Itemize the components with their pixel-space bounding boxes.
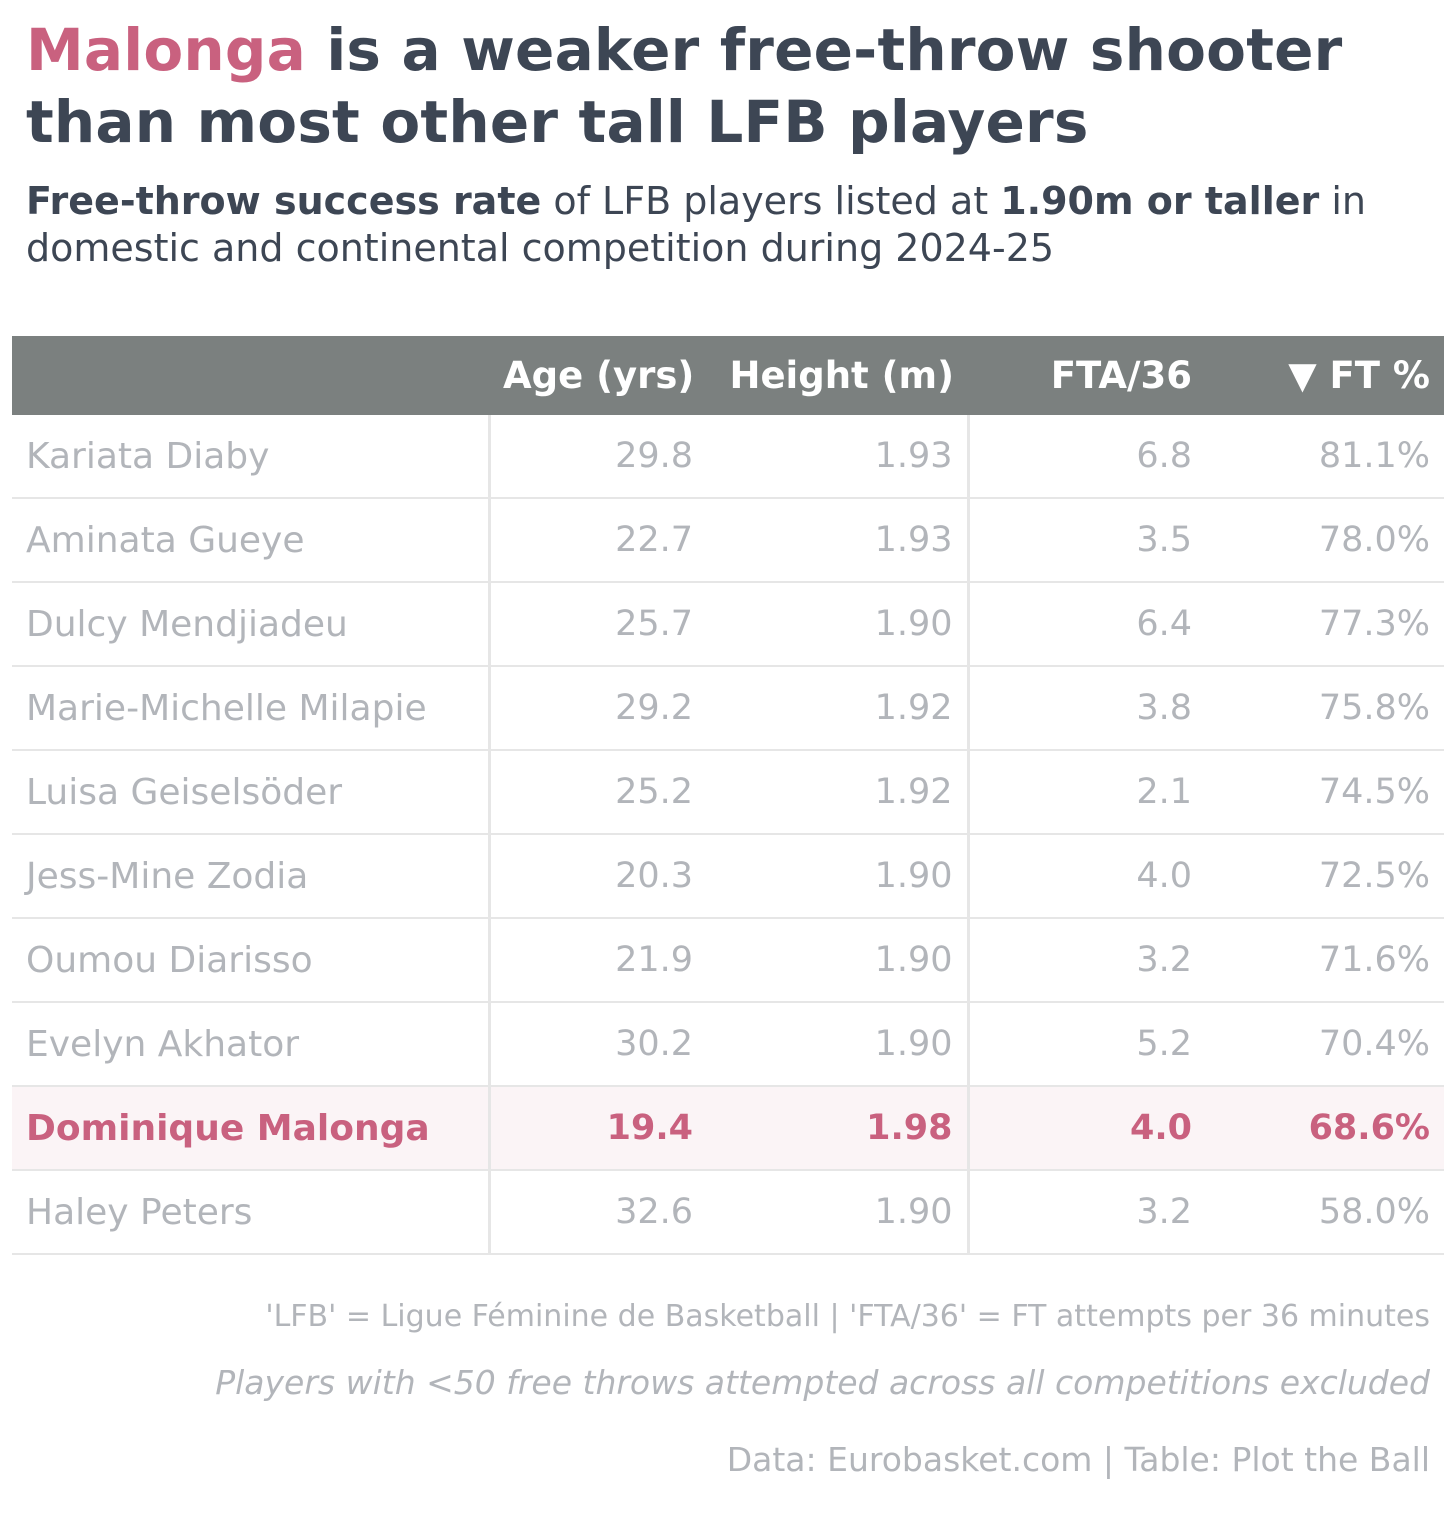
fta36-cell: 6.8 [968,415,1206,499]
age-cell: 25.7 [489,582,693,667]
subtitle-bold-metric: Free-throw success rate [26,179,542,223]
player-name-cell: Dominique Malonga [12,1086,491,1171]
table-header-row: Age (yrs) Height (m) FTA/36 ▼ FT % [12,336,1444,415]
table-body: Kariata Diaby 29.8 1.93 6.8 81.1% Aminata Gue… [12,415,1444,1255]
chart-subtitle: Free-throw success rate of LFB players l… [26,178,1446,272]
source-credit: Data: Eurobasket.com | Table: Plot the B… [726,1440,1430,1479]
player-name-cell: Haley Peters [12,1170,491,1255]
fta36-cell: 3.2 [968,918,1206,1003]
height-cell: 1.90 [693,582,970,667]
age-cell: 19.4 [489,1086,693,1171]
ft-pct-cell: 78.0% [1206,498,1444,583]
fta36-cell: 6.4 [968,582,1206,667]
subtitle-end: in domestic and continental competition … [26,179,1366,270]
height-cell: 1.90 [693,1170,970,1255]
player-name-cell: Dulcy Mendjiadeu [12,582,491,667]
ft-table: Age (yrs) Height (m) FTA/36 ▼ FT % Karia… [12,336,1444,1255]
fta36-cell: 4.0 [968,1086,1206,1171]
table-row: Evelyn Akhator 30.2 1.90 5.2 70.4% [12,1002,1444,1087]
subtitle-bold-height: 1.90m or taller [1000,179,1320,223]
ft-pct-cell: 77.3% [1206,582,1444,667]
table-row: Jess-Mine Zodia 20.3 1.90 4.0 72.5% [12,834,1444,919]
table-row: Dulcy Mendjiadeu 25.7 1.90 6.4 77.3% [12,582,1444,667]
column-header-ft-pct[interactable]: ▼ FT % [1206,336,1444,415]
table-row: Kariata Diaby 29.8 1.93 6.8 81.1% [12,415,1444,499]
column-header-age[interactable]: Age (yrs) [489,336,694,415]
height-cell: 1.93 [693,498,970,583]
fta36-cell: 4.0 [968,834,1206,919]
ft-pct-cell: 72.5% [1206,834,1444,919]
age-cell: 32.6 [489,1170,693,1255]
fta36-cell: 3.8 [968,666,1206,751]
column-header-height[interactable]: Height (m) [693,336,968,415]
height-cell: 1.90 [693,918,970,1003]
title-rest: is a weaker free-throw shooter than most… [26,16,1343,156]
age-cell: 21.9 [489,918,693,1003]
player-name-cell: Marie-Michelle Milapie [12,666,491,751]
ft-pct-cell: 70.4% [1206,1002,1444,1087]
ft-pct-cell: 75.8% [1206,666,1444,751]
player-name-cell: Luisa Geiselsöder [12,750,491,835]
age-cell: 29.8 [489,415,693,499]
fta36-cell: 2.1 [968,750,1206,835]
table-row: Marie-Michelle Milapie 29.2 1.92 3.8 75.8% [12,666,1444,751]
chart-title: Malonga is a weaker free-throw shooter t… [26,14,1446,158]
player-name-cell: Jess-Mine Zodia [12,834,491,919]
ft-pct-cell: 81.1% [1206,415,1444,499]
table-row: Aminata Gueye 22.7 1.93 3.5 78.0% [12,498,1444,583]
footnote-exclusion: Players with <50 free throws attempted a… [215,1363,1430,1402]
subtitle-middle: of LFB players listed at [541,179,1001,223]
column-header-name [12,336,489,415]
player-name-cell: Kariata Diaby [12,415,491,499]
player-name-cell: Oumou Diarisso [12,918,491,1003]
fta36-cell: 3.2 [968,1170,1206,1255]
age-cell: 25.2 [489,750,693,835]
footer-notes: 'LFB' = Ligue Féminine de Basketball | '… [10,1288,1430,1500]
table-row: Luisa Geiselsöder 25.2 1.92 2.1 74.5% [12,750,1444,835]
table-row: Haley Peters 32.6 1.90 3.2 58.0% [12,1170,1444,1255]
fta36-cell: 3.5 [968,498,1206,583]
height-cell: 1.98 [693,1086,970,1171]
height-cell: 1.92 [693,750,970,835]
ft-pct-cell: 71.6% [1206,918,1444,1003]
title-highlight: Malonga [26,16,306,84]
table-row: Oumou Diarisso 21.9 1.90 3.2 71.6% [12,918,1444,1003]
height-cell: 1.90 [693,1002,970,1087]
height-cell: 1.90 [693,834,970,919]
height-cell: 1.92 [693,666,970,751]
age-cell: 29.2 [489,666,693,751]
column-header-fta36[interactable]: FTA/36 [968,336,1206,415]
player-name-cell: Evelyn Akhator [12,1002,491,1087]
ft-pct-cell: 68.6% [1206,1086,1444,1171]
player-name-cell: Aminata Gueye [12,498,491,583]
ft-pct-cell: 58.0% [1206,1170,1444,1255]
table-row: Dominique Malonga 19.4 1.98 4.0 68.6% [12,1086,1444,1171]
height-cell: 1.93 [693,415,970,499]
age-cell: 30.2 [489,1002,693,1087]
ft-pct-cell: 74.5% [1206,750,1444,835]
age-cell: 20.3 [489,834,693,919]
fta36-cell: 5.2 [968,1002,1206,1087]
footnote-abbreviations: 'LFB' = Ligue Féminine de Basketball | '… [265,1299,1430,1334]
age-cell: 22.7 [489,498,693,583]
